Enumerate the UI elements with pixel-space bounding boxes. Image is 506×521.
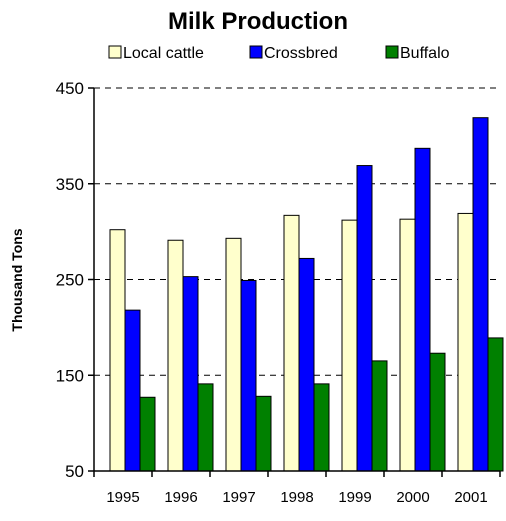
bar-local-cattle-1996 xyxy=(167,239,184,472)
bar-local-cattle-2001 xyxy=(457,212,474,472)
x-tick-label: 2001 xyxy=(454,489,487,506)
bar-local-cattle-1997 xyxy=(225,237,242,472)
bar-local-cattle-1998 xyxy=(283,214,300,472)
bar-local-cattle-2000 xyxy=(399,218,416,472)
bar-crossbred-1995 xyxy=(124,309,141,472)
bar-crossbred-2000 xyxy=(414,147,431,472)
legend-swatch-crossbred xyxy=(249,45,263,59)
bar-crossbred-1997 xyxy=(240,279,257,472)
x-tick-label: 1996 xyxy=(164,489,197,506)
bar-buffalo-2000 xyxy=(429,352,446,472)
bar-buffalo-1995 xyxy=(139,396,156,472)
bar-buffalo-1996 xyxy=(197,383,214,472)
y-axis-label: Thousand Tons xyxy=(9,228,25,331)
bars xyxy=(109,117,504,472)
bar-buffalo-1999 xyxy=(371,360,388,472)
x-tick-label: 1999 xyxy=(338,489,371,506)
legend-swatch-local-cattle xyxy=(108,45,122,59)
legend-swatch-buffalo xyxy=(385,45,399,59)
legend-label-buffalo: Buffalo xyxy=(400,45,450,62)
bar-crossbred-2001 xyxy=(472,117,489,472)
legend-label-local-cattle: Local cattle xyxy=(123,45,204,62)
bar-buffalo-1998 xyxy=(313,383,330,472)
x-tick-label: 1995 xyxy=(106,489,139,506)
y-tick-label: 150 xyxy=(56,366,84,385)
bar-buffalo-1997 xyxy=(255,395,272,472)
x-tick-label: 1998 xyxy=(280,489,313,506)
y-tick-label: 50 xyxy=(65,462,84,481)
y-tick-label: 250 xyxy=(56,271,84,290)
x-tick-label: 2000 xyxy=(396,489,429,506)
bar-local-cattle-1995 xyxy=(109,229,126,472)
bar-crossbred-1998 xyxy=(298,257,315,472)
legend: Local cattle Crossbred Buffalo xyxy=(108,45,450,62)
axes: 50 150 250 350 450 1995 1996 1997 1998 1999 2000 20… xyxy=(56,79,501,506)
legend-label-crossbred: Crossbred xyxy=(264,45,338,62)
y-tick-label: 350 xyxy=(56,175,84,194)
bar-crossbred-1999 xyxy=(356,165,373,472)
x-tick-label: 1997 xyxy=(222,489,255,506)
bar-crossbred-1996 xyxy=(182,276,199,472)
chart-title: Milk Production xyxy=(168,8,348,35)
y-tick-label: 450 xyxy=(56,79,84,98)
bar-local-cattle-1999 xyxy=(341,219,358,472)
bar-buffalo-2001 xyxy=(487,337,504,472)
